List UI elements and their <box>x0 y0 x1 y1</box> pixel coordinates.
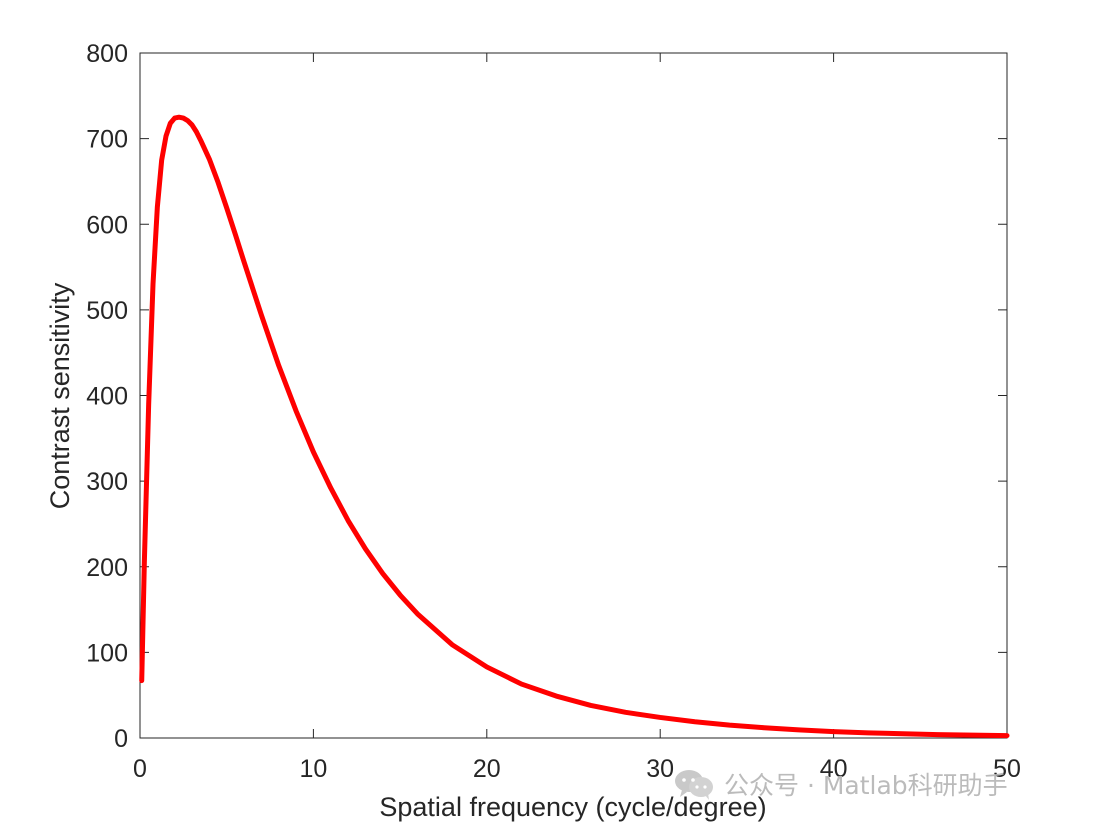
y-tick-label: 700 <box>86 126 128 154</box>
series-point <box>659 716 662 719</box>
y-tick-label: 300 <box>86 468 128 496</box>
x-axis-label: Spatial frequency (cycle/degree) <box>379 792 766 822</box>
series-point <box>589 704 592 707</box>
series-line <box>139 114 1010 739</box>
x-tick-label: 0 <box>133 755 147 783</box>
series-point <box>867 731 870 734</box>
series-point <box>173 117 176 119</box>
y-tick-label: 200 <box>86 554 128 582</box>
series-point <box>186 119 189 122</box>
series-point <box>165 135 167 137</box>
series-point <box>208 158 211 161</box>
series-point <box>624 711 627 714</box>
series-point <box>832 730 835 733</box>
y-tick-label: 600 <box>86 211 128 239</box>
series-point <box>798 728 800 731</box>
series-point <box>728 724 731 727</box>
series-point <box>416 612 419 615</box>
series-point <box>381 572 384 575</box>
y-tick-label: 400 <box>86 383 128 411</box>
series-point <box>520 683 523 685</box>
series-point <box>763 726 766 729</box>
series-point <box>225 207 228 209</box>
series-point <box>555 695 558 697</box>
series-point <box>191 124 193 126</box>
series-point <box>693 720 696 723</box>
x-tick-label: 10 <box>299 755 327 783</box>
series-layer <box>139 114 1010 739</box>
series-point <box>902 732 904 735</box>
y-axis-label: Contrast sensitivity <box>45 282 75 509</box>
x-axis-tick-labels: 0 10 20 30 40 50 <box>133 755 1021 783</box>
y-tick-label: 800 <box>86 40 128 68</box>
series-point <box>143 561 146 564</box>
series-point <box>364 547 367 550</box>
series-point <box>329 487 332 489</box>
series-point <box>169 122 172 125</box>
series-point <box>971 734 974 736</box>
y-tick-label: 500 <box>86 297 128 325</box>
series-point <box>147 403 150 405</box>
series-point <box>399 594 401 596</box>
x-tick-label: 20 <box>473 755 501 783</box>
series-point <box>156 206 159 209</box>
series-point <box>347 519 349 522</box>
series-point <box>243 261 245 263</box>
series-point <box>160 159 163 161</box>
series-point <box>485 666 488 668</box>
series-point <box>178 116 180 119</box>
series-point <box>234 233 237 236</box>
series-point <box>152 283 154 286</box>
series-point <box>936 733 939 736</box>
series-point <box>1006 734 1008 737</box>
series-point <box>195 130 198 133</box>
series-point <box>217 181 219 184</box>
series-point <box>199 139 202 142</box>
y-tick-label: 100 <box>86 639 128 667</box>
y-tick-label: 0 <box>114 725 128 753</box>
y-axis-tick-labels: 0 100 200 300 400 500 600 700 800 <box>86 40 128 753</box>
series-point <box>251 287 254 290</box>
series-point <box>140 679 143 682</box>
series-point <box>182 117 185 119</box>
plot-area <box>140 53 1007 738</box>
x-tick-label: 30 <box>646 755 674 783</box>
series-point <box>260 314 263 316</box>
series-point <box>312 451 315 453</box>
series-point <box>451 643 454 646</box>
series-point <box>295 410 297 412</box>
series-point <box>277 364 280 367</box>
x-tick-label: 50 <box>993 755 1021 783</box>
x-tick-label: 40 <box>820 755 848 783</box>
